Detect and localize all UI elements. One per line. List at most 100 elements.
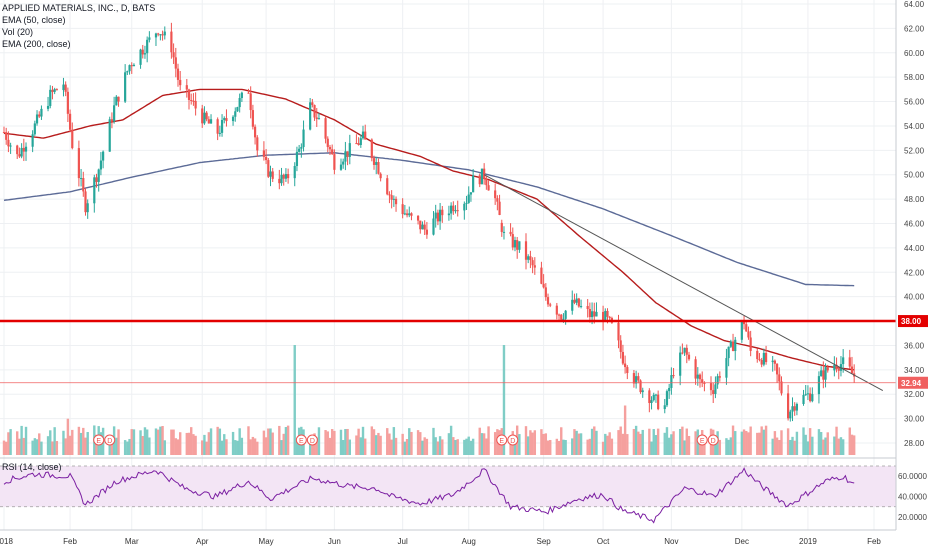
volume-bar — [141, 436, 144, 455]
candle-body — [681, 352, 684, 354]
price-tick-label: 56.00 — [904, 98, 925, 107]
volume-bar — [16, 431, 19, 455]
candle-body — [703, 382, 706, 384]
volume-bar — [731, 425, 735, 455]
volume-bar — [531, 432, 534, 455]
volume-bar — [256, 441, 259, 455]
candle-body — [284, 174, 288, 179]
drawn-lines[interactable] — [0, 174, 896, 392]
volume-bar — [240, 437, 244, 455]
volume-bar — [330, 429, 334, 455]
earnings-marker-E — [496, 434, 508, 446]
volume-bar — [64, 438, 67, 455]
price-axis[interactable]: 64.00 62.00 60.00 58.00 56.00 54.00 52.00 50.00… — [895, 0, 932, 550]
candle-body — [295, 151, 299, 166]
volume-bar — [293, 345, 296, 455]
date-tick-label: Apr — [196, 537, 209, 546]
volume-bar — [773, 431, 777, 455]
volume-bar — [573, 429, 576, 455]
candle-body — [51, 89, 54, 92]
candle-body — [187, 89, 191, 100]
candle-body — [588, 308, 591, 318]
candle-body — [401, 204, 404, 215]
candle-body — [740, 321, 743, 340]
volume-bar — [2, 440, 6, 455]
volume-bar — [656, 428, 660, 455]
ema-50-path — [3, 88, 855, 371]
volume-bar — [540, 429, 543, 455]
volume-bar — [533, 430, 537, 455]
earnings-marker-label: E — [499, 438, 504, 445]
candle-body — [557, 314, 561, 316]
volume-bar — [18, 438, 21, 455]
candle-body — [586, 305, 589, 309]
candle-body — [9, 145, 12, 147]
candle-body — [467, 194, 470, 203]
volume-bar — [434, 437, 437, 455]
earnings-marker-E — [93, 434, 105, 446]
candle-body — [185, 85, 188, 90]
volume-bar — [469, 440, 473, 455]
candle-body — [775, 363, 779, 375]
candle-body — [696, 374, 699, 379]
volume-bar — [55, 441, 59, 455]
rsi-legend[interactable]: RSI (14, close) — [2, 462, 62, 472]
rsi-line — [3, 467, 855, 524]
candle-body — [549, 304, 552, 306]
candle-body — [698, 374, 702, 380]
candle-body — [143, 53, 147, 55]
volume-bar — [478, 427, 481, 455]
volume-bar — [441, 439, 444, 455]
candle-body — [240, 92, 243, 99]
candle-body — [328, 147, 332, 150]
volume-bar — [672, 431, 675, 455]
volume-bar — [194, 435, 197, 455]
candle-body — [817, 376, 821, 395]
date-axis[interactable]: 2018 Feb Mar Apr May Jun Jul Aug Sep Oct Nov Dec 201… — [0, 537, 881, 546]
candle-body — [315, 117, 318, 120]
volume-bar — [650, 441, 653, 455]
symbol-title[interactable]: APPLIED MATERIALS, INC., D, BATS — [2, 3, 156, 13]
volume-bar — [456, 439, 459, 455]
volume-bar — [760, 426, 763, 455]
volume-bar — [482, 433, 486, 455]
volume-bar — [379, 435, 382, 455]
volume-bar — [529, 430, 532, 455]
candle-body — [311, 102, 314, 106]
ema200-legend[interactable]: EMA (200, close) — [2, 39, 71, 49]
volume-bar — [386, 428, 389, 455]
candle-body — [657, 394, 660, 410]
candle-body — [128, 65, 131, 72]
volume-bar — [564, 440, 567, 455]
candle-body — [835, 364, 838, 370]
volume-bar — [786, 428, 790, 455]
candle-body — [148, 37, 151, 40]
candle-body — [791, 406, 794, 412]
candle-body — [282, 174, 285, 179]
candle-body — [564, 310, 567, 319]
volume-bar — [317, 427, 321, 455]
earnings-marker-label: E — [700, 438, 705, 445]
volume-bar — [654, 435, 658, 455]
volume-bar — [377, 432, 380, 455]
candle-body — [672, 375, 675, 377]
ema50-legend[interactable]: EMA (50, close) — [2, 15, 66, 25]
candle-body — [577, 298, 580, 307]
volume-bar — [308, 439, 312, 455]
volume-legend[interactable]: Vol (20) — [2, 27, 34, 37]
candle-body — [231, 116, 235, 122]
candle-body — [456, 210, 459, 212]
candle-body — [225, 118, 228, 122]
earnings-marker-label: E — [96, 438, 101, 445]
candle-body — [141, 49, 144, 55]
candle-body — [342, 161, 345, 165]
volume-bar — [148, 437, 151, 455]
candle-body — [773, 360, 776, 364]
volume-bar — [725, 438, 728, 455]
volume-bar — [447, 433, 451, 455]
volume-bar — [795, 431, 799, 455]
candle-body — [403, 213, 406, 215]
volume-bars — [2, 345, 856, 455]
